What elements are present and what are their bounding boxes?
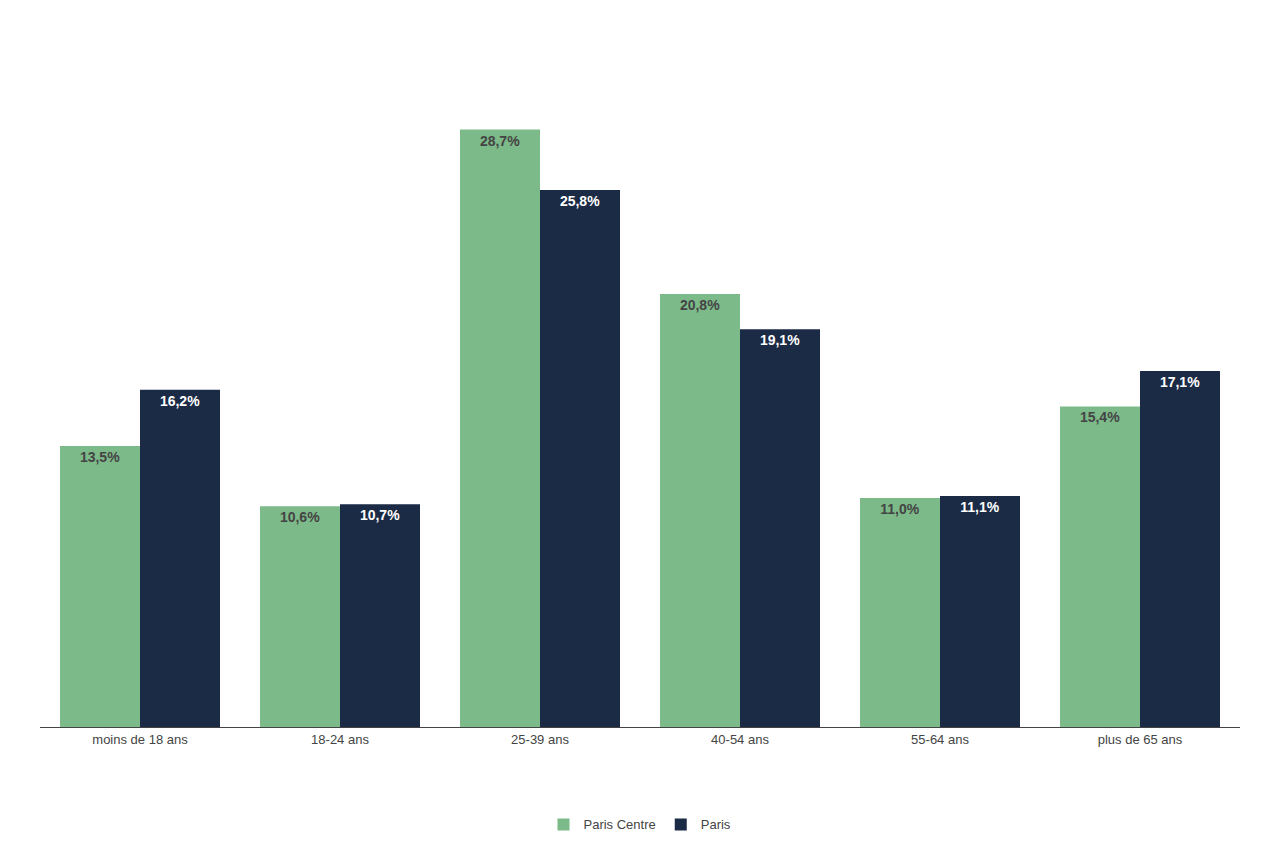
svg-text:20,8%: 20,8% xyxy=(680,297,720,313)
svg-text:55-64 ans: 55-64 ans xyxy=(911,732,969,747)
svg-text:Paris: Paris xyxy=(701,817,731,832)
svg-text:Paris Centre: Paris Centre xyxy=(584,817,656,832)
svg-text:19,1%: 19,1% xyxy=(760,332,800,348)
svg-text:15,4%: 15,4% xyxy=(1080,409,1120,425)
svg-text:11,1%: 11,1% xyxy=(960,499,999,515)
svg-text:plus de 65 ans: plus de 65 ans xyxy=(1098,732,1183,747)
svg-text:13,5%: 13,5% xyxy=(80,449,120,465)
svg-text:17,1%: 17,1% xyxy=(1160,374,1200,390)
svg-text:16,2%: 16,2% xyxy=(160,393,200,409)
svg-text:11,0%: 11,0% xyxy=(880,501,919,517)
svg-text:10,7%: 10,7% xyxy=(360,507,400,523)
svg-text:28,7%: 28,7% xyxy=(480,133,520,149)
svg-text:40-54 ans: 40-54 ans xyxy=(711,732,769,747)
svg-text:18-24 ans: 18-24 ans xyxy=(311,732,369,747)
svg-text:25-39 ans: 25-39 ans xyxy=(511,732,569,747)
svg-text:moins de 18 ans: moins de 18 ans xyxy=(92,732,188,747)
svg-text:25,8%: 25,8% xyxy=(560,193,600,209)
svg-text:10,6%: 10,6% xyxy=(280,509,320,525)
